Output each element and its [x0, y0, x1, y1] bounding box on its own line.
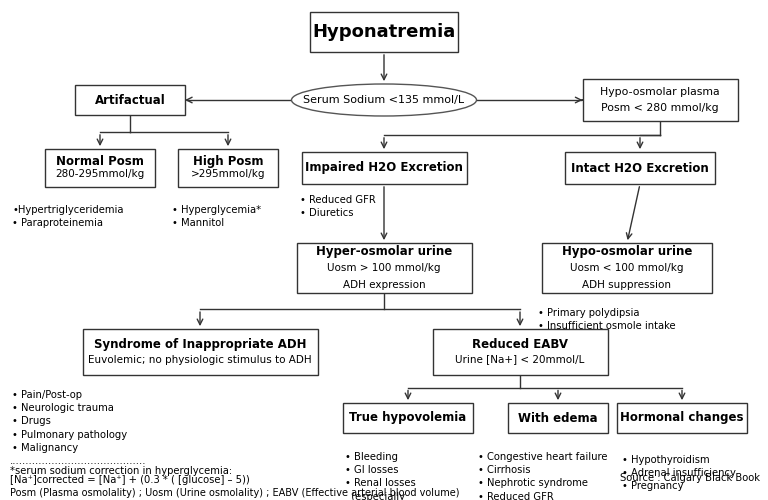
Text: With edema: With edema [518, 412, 598, 424]
Text: Hyponatremia: Hyponatremia [313, 23, 455, 41]
FancyBboxPatch shape [582, 79, 737, 121]
Text: High Posm: High Posm [193, 155, 263, 168]
FancyBboxPatch shape [343, 403, 473, 433]
Text: Normal Posm: Normal Posm [56, 155, 144, 168]
Text: • Hyperglycemia*
• Mannitol: • Hyperglycemia* • Mannitol [172, 205, 261, 228]
FancyBboxPatch shape [617, 403, 747, 433]
Text: Syndrome of Inappropriate ADH: Syndrome of Inappropriate ADH [94, 338, 306, 351]
Text: ADH suppression: ADH suppression [582, 280, 671, 289]
Text: Impaired H2O Excretion: Impaired H2O Excretion [305, 162, 463, 174]
Text: ADH expression: ADH expression [343, 280, 425, 289]
Text: • Reduced GFR
• Diuretics: • Reduced GFR • Diuretics [300, 195, 376, 218]
FancyBboxPatch shape [432, 329, 607, 375]
Text: Artifactual: Artifactual [94, 94, 165, 106]
FancyBboxPatch shape [310, 12, 458, 52]
Text: • Hypothyroidism
• Adrenal insufficiency
• Pregnancy: • Hypothyroidism • Adrenal insufficiency… [622, 455, 736, 492]
Text: ..........................................: ........................................… [10, 456, 147, 466]
Text: Hypo-osmolar urine: Hypo-osmolar urine [562, 245, 692, 258]
Text: •Hypertriglyceridemia
• Paraproteinemia: •Hypertriglyceridemia • Paraproteinemia [12, 205, 124, 228]
Text: • Bleeding
• GI losses
• Renal losses
  (especially
  thiazide diuretics): • Bleeding • GI losses • Renal losses (e… [345, 452, 441, 500]
Text: Source : Calgary Black Book: Source : Calgary Black Book [620, 473, 760, 483]
Text: Posm < 280 mmol/kg: Posm < 280 mmol/kg [601, 103, 719, 113]
Text: [Na⁺]corrected = [Na⁺] + (0.3 * ( [glucose] – 5)): [Na⁺]corrected = [Na⁺] + (0.3 * ( [gluco… [10, 475, 250, 485]
Text: Serum Sodium <135 mmol/L: Serum Sodium <135 mmol/L [303, 95, 465, 105]
Text: Hyper-osmolar urine: Hyper-osmolar urine [316, 245, 452, 258]
Text: Urine [Na+] < 20mmol/L: Urine [Na+] < 20mmol/L [455, 354, 584, 364]
Text: • Primary polydipsia
• Insufficient osmole intake: • Primary polydipsia • Insufficient osmo… [538, 308, 676, 331]
FancyBboxPatch shape [542, 243, 712, 293]
Text: >295mmol/kg: >295mmol/kg [190, 170, 265, 179]
Text: • Congestive heart failure
• Cirrhosis
• Nephrotic syndrome
• Reduced GFR
   AKI: • Congestive heart failure • Cirrhosis •… [478, 452, 607, 500]
Text: Intact H2O Excretion: Intact H2O Excretion [571, 162, 709, 174]
Text: Euvolemic; no physiologic stimulus to ADH: Euvolemic; no physiologic stimulus to AD… [88, 354, 312, 364]
Text: 280-295mmol/kg: 280-295mmol/kg [55, 170, 144, 179]
Text: Posm (Plasma osmolality) ; Uosm (Urine osmolality) ; EABV (Effective arterial bl: Posm (Plasma osmolality) ; Uosm (Urine o… [10, 488, 459, 498]
Text: Hypo-osmolar plasma: Hypo-osmolar plasma [600, 87, 720, 97]
Text: *serum sodium correction in hyperglycemia:: *serum sodium correction in hyperglycemi… [10, 466, 232, 476]
Ellipse shape [292, 84, 476, 116]
Text: Hormonal changes: Hormonal changes [621, 412, 743, 424]
FancyBboxPatch shape [45, 149, 155, 187]
FancyBboxPatch shape [296, 243, 472, 293]
FancyBboxPatch shape [565, 152, 715, 184]
Text: Uosm > 100 mmol/kg: Uosm > 100 mmol/kg [327, 263, 441, 273]
FancyBboxPatch shape [178, 149, 278, 187]
Text: Uosm < 100 mmol/kg: Uosm < 100 mmol/kg [571, 263, 684, 273]
Text: • Pain/Post-op
• Neurologic trauma
• Drugs
• Pulmonary pathology
• Malignancy: • Pain/Post-op • Neurologic trauma • Dru… [12, 390, 127, 453]
FancyBboxPatch shape [75, 85, 185, 115]
FancyBboxPatch shape [82, 329, 317, 375]
Text: Reduced EABV: Reduced EABV [472, 338, 568, 351]
Text: True hypovolemia: True hypovolemia [349, 412, 467, 424]
FancyBboxPatch shape [508, 403, 608, 433]
FancyBboxPatch shape [302, 152, 466, 184]
